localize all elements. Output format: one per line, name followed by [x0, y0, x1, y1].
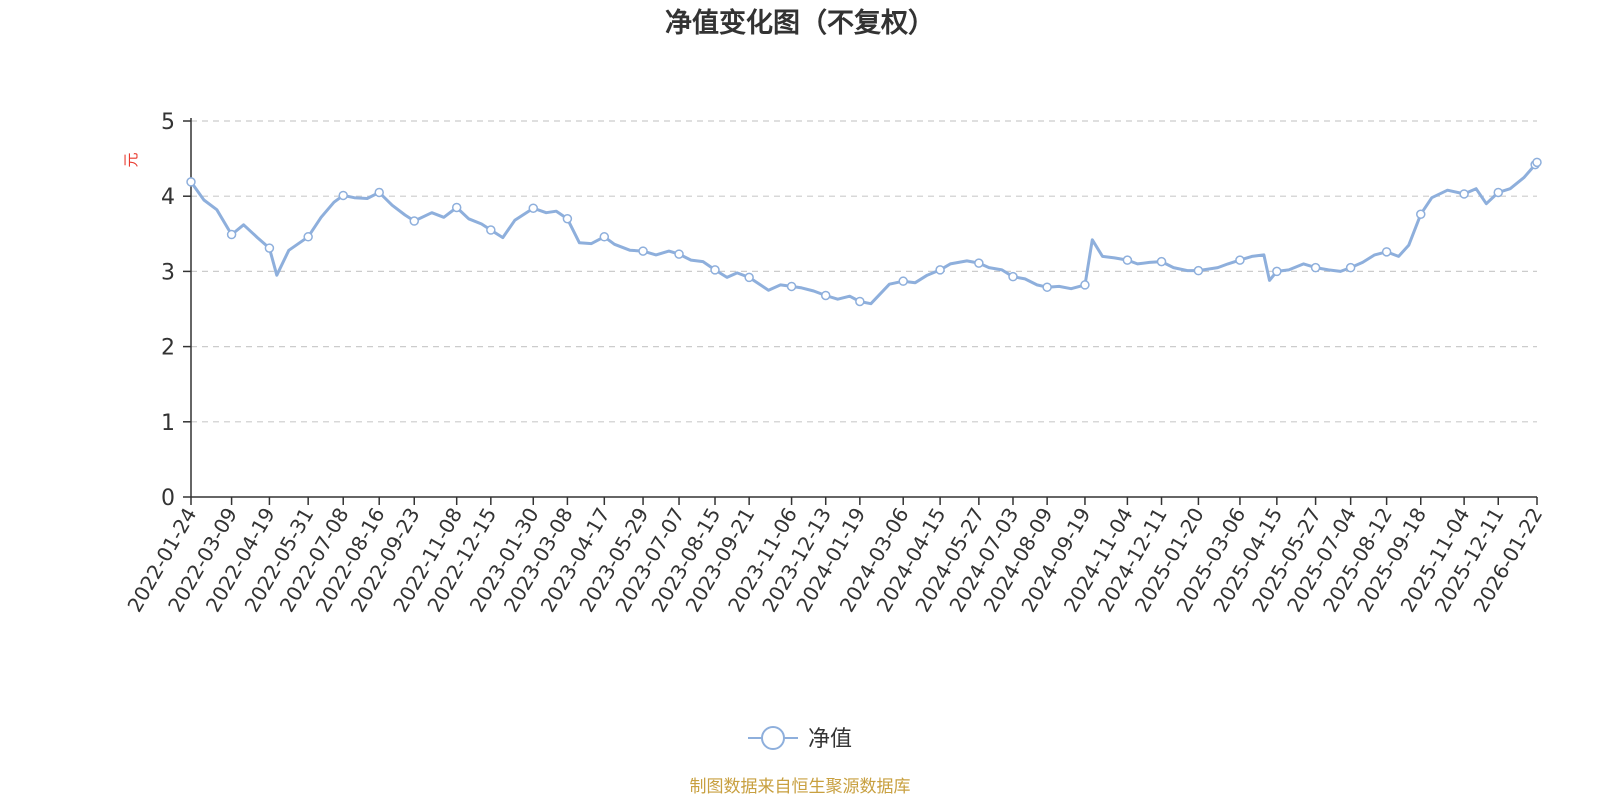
x-tick-labels: 2022-01-242022-03-092022-04-192022-05-31… [122, 497, 1547, 616]
data-point [226, 229, 237, 240]
data-point [528, 203, 539, 213]
data-point [1156, 256, 1167, 267]
data-point [898, 276, 908, 286]
data-point [1310, 262, 1321, 273]
data-source-note: 制图数据来自恒生聚源数据库 [690, 777, 911, 797]
data-point [1345, 262, 1356, 273]
y-tick-label: 1 [161, 411, 175, 436]
data-point [674, 249, 684, 259]
data-point [974, 258, 984, 268]
data-point [1459, 189, 1469, 199]
data-point [1122, 255, 1133, 265]
data-point [786, 281, 797, 292]
axes [190, 118, 1537, 498]
series-line [189, 161, 1539, 306]
data-point [1008, 271, 1018, 282]
legend[interactable]: 净值 [748, 726, 852, 752]
data-point [855, 296, 865, 307]
data-point [562, 214, 573, 224]
data-point [1416, 209, 1426, 219]
data-point [599, 232, 610, 242]
y-tick-label: 5 [161, 110, 175, 135]
data-point [451, 202, 462, 213]
data-point [744, 272, 754, 283]
y-tick-label: 0 [161, 486, 175, 511]
data-point [1272, 266, 1282, 277]
data-point [1532, 157, 1542, 168]
data-point [486, 225, 496, 235]
data-point [1193, 265, 1204, 276]
data-point [638, 246, 648, 256]
data-point [1493, 187, 1504, 198]
data-point [1235, 255, 1245, 265]
grid-lines [191, 120, 1537, 423]
data-point [820, 290, 831, 301]
y-tick-labels: 0 1 2 3 4 5 [161, 110, 191, 511]
y-tick-label: 4 [161, 185, 175, 210]
data-point [264, 243, 275, 253]
data-point [1381, 247, 1392, 257]
data-point [186, 177, 196, 187]
data-point [935, 265, 945, 275]
y-axis-label: 元 [122, 152, 140, 167]
series-group [186, 157, 1542, 307]
y-tick-label: 2 [161, 336, 175, 361]
data-point [710, 265, 720, 275]
legend-label: 净值 [808, 727, 852, 752]
data-point [303, 232, 313, 242]
data-point [374, 187, 384, 198]
legend-marker-icon [761, 726, 785, 750]
data-point [409, 216, 420, 226]
data-point [338, 190, 348, 201]
data-point [1042, 282, 1052, 292]
y-tick-label: 3 [161, 260, 175, 285]
chart-title: 净值变化图（不复权） [665, 7, 935, 39]
data-point [1080, 280, 1090, 290]
